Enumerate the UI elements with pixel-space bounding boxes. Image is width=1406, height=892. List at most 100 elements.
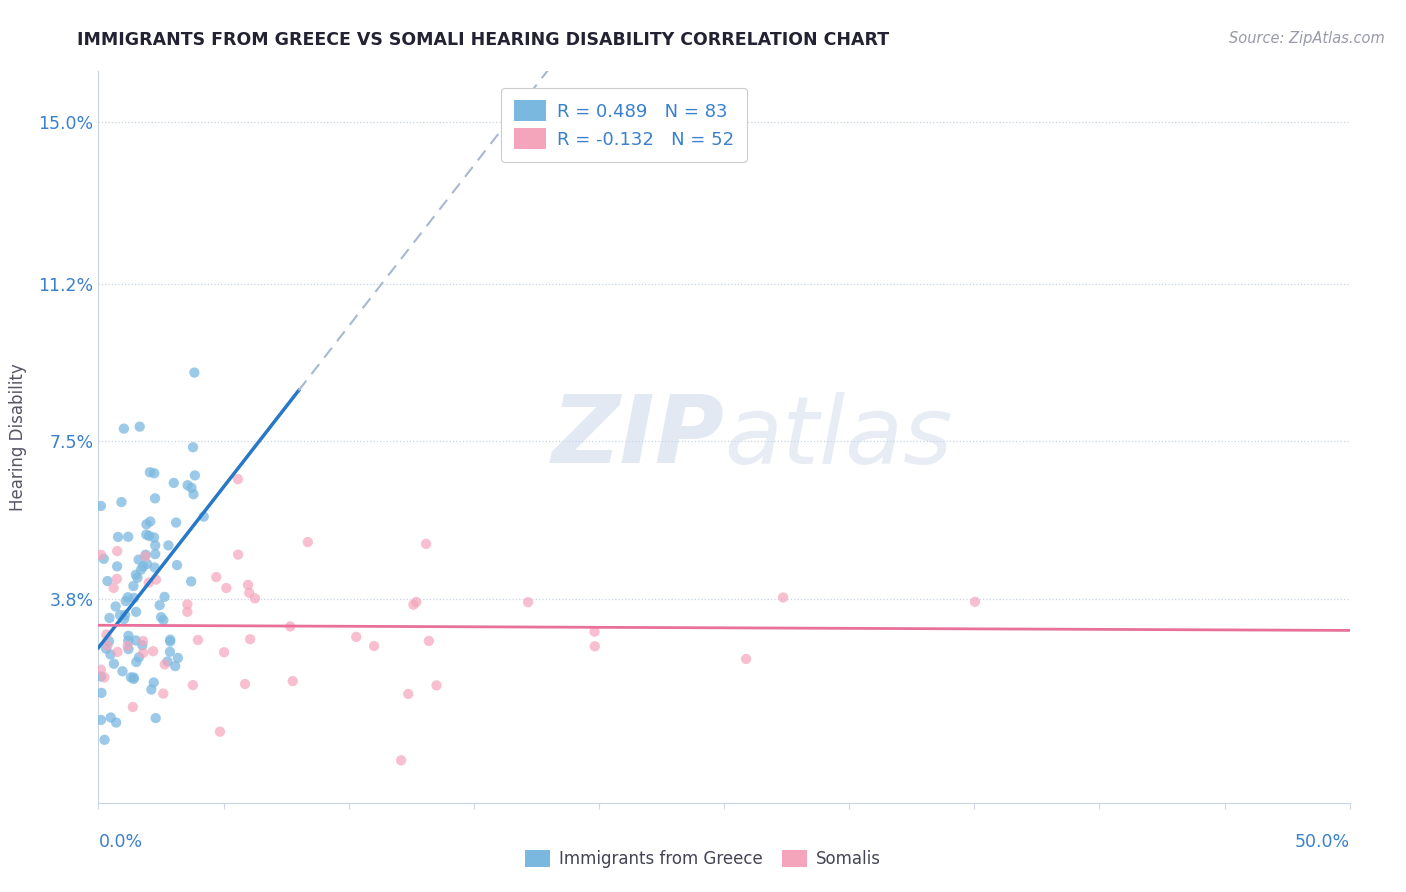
Point bbox=[90, 713, 112, 727]
Point bbox=[193, 509, 215, 524]
Point bbox=[134, 549, 156, 564]
Point bbox=[176, 605, 198, 619]
Point bbox=[138, 575, 160, 590]
Point bbox=[208, 724, 231, 739]
Point bbox=[405, 595, 427, 609]
Point bbox=[136, 557, 159, 571]
Point bbox=[150, 610, 173, 624]
Point bbox=[135, 548, 157, 562]
Point bbox=[181, 678, 204, 692]
Text: 50.0%: 50.0% bbox=[1295, 833, 1350, 851]
Point bbox=[90, 669, 112, 683]
Text: ZIP: ZIP bbox=[551, 391, 724, 483]
Point bbox=[180, 481, 202, 495]
Point bbox=[98, 634, 121, 648]
Point bbox=[278, 619, 301, 633]
Point bbox=[111, 665, 134, 679]
Point bbox=[238, 586, 260, 600]
Point bbox=[114, 594, 136, 608]
Point bbox=[90, 663, 112, 677]
Point bbox=[187, 632, 209, 647]
Text: atlas: atlas bbox=[724, 392, 952, 483]
Point bbox=[143, 530, 166, 544]
Point bbox=[153, 657, 176, 672]
Point bbox=[402, 598, 425, 612]
Point bbox=[112, 612, 135, 626]
Point bbox=[117, 629, 139, 643]
Point bbox=[145, 711, 167, 725]
Point bbox=[135, 517, 157, 532]
Point bbox=[108, 608, 131, 623]
Point bbox=[205, 570, 228, 584]
Point bbox=[143, 491, 166, 506]
Point bbox=[152, 687, 174, 701]
Point bbox=[166, 558, 188, 573]
Legend: Immigrants from Greece, Somalis: Immigrants from Greece, Somalis bbox=[519, 843, 887, 875]
Point bbox=[165, 516, 187, 530]
Point bbox=[226, 548, 249, 562]
Point bbox=[297, 535, 319, 549]
Point bbox=[110, 495, 132, 509]
Point bbox=[243, 591, 266, 606]
Point bbox=[114, 607, 136, 622]
Point bbox=[139, 515, 162, 529]
Point bbox=[425, 678, 447, 692]
Point bbox=[344, 630, 367, 644]
Point bbox=[117, 591, 139, 605]
Point bbox=[107, 530, 129, 544]
Point bbox=[135, 527, 157, 541]
Point bbox=[735, 652, 758, 666]
Point bbox=[396, 687, 419, 701]
Point bbox=[142, 675, 165, 690]
Point bbox=[157, 538, 180, 552]
Point bbox=[122, 591, 145, 605]
Point bbox=[96, 639, 118, 653]
Point bbox=[153, 590, 176, 604]
Text: 0.0%: 0.0% bbox=[98, 833, 142, 851]
Point bbox=[131, 638, 153, 652]
Point bbox=[117, 642, 139, 657]
Point bbox=[122, 579, 145, 593]
Point bbox=[125, 633, 148, 648]
Point bbox=[132, 634, 155, 648]
Point bbox=[183, 487, 205, 501]
Point bbox=[128, 650, 150, 665]
Point bbox=[159, 645, 181, 659]
Point bbox=[163, 475, 186, 490]
Point bbox=[233, 677, 256, 691]
Point bbox=[104, 599, 127, 614]
Point bbox=[100, 648, 122, 662]
Point bbox=[159, 634, 181, 648]
Point bbox=[159, 632, 181, 647]
Point bbox=[239, 632, 262, 647]
Point bbox=[143, 547, 166, 561]
Point bbox=[418, 634, 440, 648]
Point bbox=[212, 645, 235, 659]
Point bbox=[107, 645, 129, 659]
Point bbox=[139, 465, 162, 479]
Point bbox=[143, 538, 166, 552]
Point bbox=[143, 467, 166, 481]
Point bbox=[180, 574, 202, 589]
Point bbox=[96, 627, 118, 641]
Y-axis label: Hearing Disability: Hearing Disability bbox=[10, 363, 27, 511]
Point bbox=[93, 551, 115, 566]
Point bbox=[363, 639, 385, 653]
Point bbox=[98, 611, 121, 625]
Point bbox=[90, 499, 112, 513]
Point bbox=[128, 419, 150, 434]
Point bbox=[125, 655, 148, 669]
Point bbox=[226, 472, 249, 486]
Point bbox=[963, 595, 986, 609]
Point bbox=[117, 639, 139, 653]
Point bbox=[583, 624, 606, 639]
Point bbox=[156, 655, 179, 669]
Point bbox=[415, 537, 437, 551]
Point bbox=[90, 686, 112, 700]
Point bbox=[141, 682, 163, 697]
Point bbox=[236, 578, 259, 592]
Point bbox=[121, 700, 143, 714]
Point bbox=[281, 674, 304, 689]
Point bbox=[517, 595, 540, 609]
Point bbox=[132, 559, 155, 574]
